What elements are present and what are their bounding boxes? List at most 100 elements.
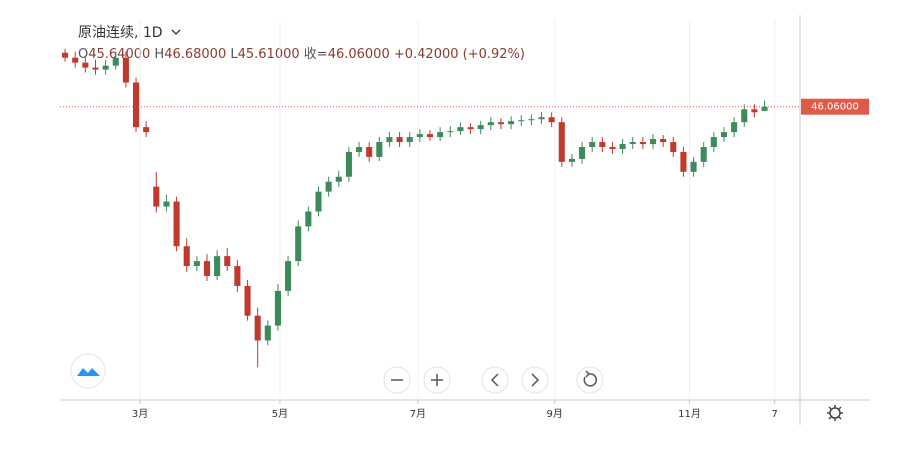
- x-tick-label: 3月: [132, 408, 148, 420]
- candle-body: [132, 82, 140, 128]
- candle-body: [731, 122, 738, 133]
- candle-body: [305, 211, 312, 227]
- last-price-tag: [801, 98, 869, 115]
- candle-body: [386, 137, 393, 143]
- candle-body: [244, 285, 251, 316]
- x-tick-label: 7: [771, 409, 777, 420]
- candle-body: [62, 52, 69, 58]
- ohlc-label: H: [154, 47, 164, 62]
- candle-body: [518, 120, 525, 122]
- candle-body: [315, 191, 322, 212]
- interval-chevron[interactable]: [171, 29, 181, 35]
- candle-body: [447, 131, 454, 133]
- candle-body: [579, 146, 586, 159]
- x-tick-label: 11月: [678, 408, 701, 420]
- candle-body: [680, 151, 687, 172]
- candle-body: [325, 181, 332, 192]
- candle-body: [639, 142, 646, 145]
- candle-body: [356, 146, 363, 152]
- candle-body: [710, 137, 717, 147]
- candle-body: [72, 57, 79, 63]
- candle-body: [376, 142, 383, 157]
- ohlc-label: O: [78, 47, 88, 62]
- candle-body: [548, 117, 555, 123]
- ohlc-value: 46.68000: [164, 47, 226, 62]
- candle-body: [153, 186, 160, 207]
- candle-body: [264, 325, 271, 341]
- x-tick-label: 7月: [410, 408, 426, 420]
- candle-body: [741, 109, 748, 123]
- candle-body: [82, 62, 89, 68]
- zoom-in-button[interactable]: [423, 366, 451, 394]
- ohlc-value: 45.64000: [88, 47, 150, 62]
- candle-body: [751, 109, 758, 113]
- candle-body: [700, 146, 707, 162]
- candle-body: [457, 127, 464, 132]
- candle-body: [720, 132, 728, 138]
- candle-body: [568, 158, 575, 162]
- logo-circle[interactable]: [70, 353, 106, 389]
- candle-body: [122, 57, 129, 83]
- candle-body: [670, 142, 677, 152]
- candle-body: [335, 176, 342, 182]
- candle-body: [528, 119, 535, 121]
- candle-body: [406, 137, 413, 143]
- ohlc-change: +0.42000 (+0.92%): [394, 47, 525, 62]
- candle-body: [589, 142, 596, 147]
- candle-body: [437, 132, 444, 138]
- candle-body: [102, 65, 109, 70]
- ohlc-value: 46.06000: [328, 47, 390, 62]
- candle-body: [224, 256, 231, 267]
- candle-body: [629, 142, 636, 145]
- candle-body: [538, 117, 545, 120]
- reset-button[interactable]: [576, 366, 604, 394]
- logo[interactable]: [70, 353, 106, 389]
- logo-icon[interactable]: [77, 368, 100, 376]
- grid: [139, 20, 776, 400]
- zoom-out-button[interactable]: [383, 366, 411, 394]
- candle-body: [649, 139, 657, 145]
- candle-body: [761, 106, 768, 111]
- candle-body: [92, 67, 99, 70]
- candle-body: [599, 142, 606, 147]
- candle-body: [396, 137, 403, 143]
- candle-body: [214, 256, 221, 276]
- candle-body: [234, 266, 241, 286]
- x-tick-label: 9月: [546, 408, 562, 420]
- candle-body: [285, 261, 292, 291]
- candle-body: [274, 290, 281, 326]
- candle-body: [690, 161, 697, 172]
- candle-body: [163, 201, 170, 207]
- scroll-right-button[interactable]: [521, 366, 549, 394]
- candle-body: [173, 201, 180, 247]
- settings-button[interactable]: [827, 405, 843, 421]
- candle-body: [143, 127, 150, 133]
- candle-body: [477, 125, 484, 130]
- x-tick-label: 5月: [272, 408, 288, 420]
- scroll-left-button[interactable]: [481, 366, 509, 394]
- candle-body: [467, 127, 474, 130]
- candle-body: [619, 144, 626, 149]
- candle-body: [366, 146, 373, 157]
- candle-body: [203, 261, 211, 276]
- candle-body: [609, 146, 616, 149]
- ohlc-text: O45.64000 H46.68000 L45.61000 收=46.06000…: [78, 47, 525, 62]
- candle-body: [295, 226, 302, 262]
- last-price-label: 46.06000: [811, 102, 859, 113]
- candle-body: [487, 122, 494, 126]
- candle-body: [112, 57, 119, 66]
- candle-body: [254, 315, 261, 341]
- candle-body: [660, 139, 667, 143]
- symbol-title[interactable]: 原油连续, 1D: [78, 24, 163, 41]
- ohlc-value: 45.61000: [238, 47, 300, 62]
- candle-body: [558, 122, 565, 162]
- candle-body: [426, 134, 434, 138]
- candle-body: [345, 151, 352, 177]
- ohlc-label: L: [230, 47, 238, 62]
- candle-body: [183, 246, 190, 267]
- ohlc-legend: O45.64000 H46.68000 L45.61000 收=46.06000…: [78, 47, 525, 62]
- ohlc-label: 收=: [304, 47, 328, 62]
